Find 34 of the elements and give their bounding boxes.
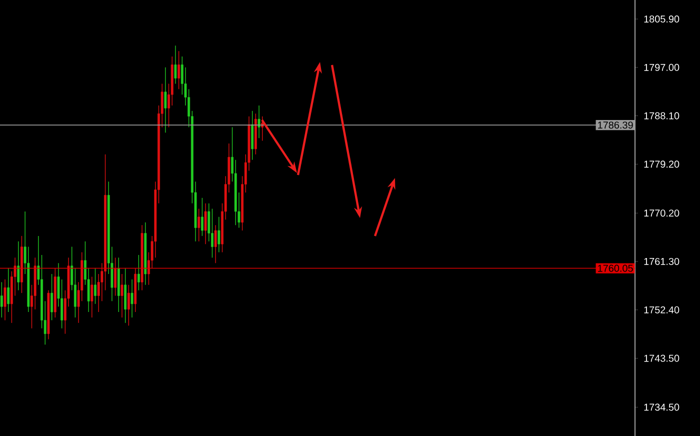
candlestick bbox=[74, 268, 76, 318]
candlestick bbox=[94, 268, 96, 304]
candlestick bbox=[204, 202, 207, 244]
candlestick bbox=[174, 45, 177, 84]
candlestick bbox=[4, 279, 6, 321]
candlestick bbox=[218, 216, 220, 253]
candlestick bbox=[200, 198, 204, 236]
candlestick bbox=[198, 208, 200, 242]
y-tick-label: 1734.50 bbox=[644, 404, 680, 411]
candlestick bbox=[50, 274, 54, 321]
candlestick bbox=[120, 274, 124, 318]
candlestick bbox=[214, 224, 217, 264]
candlestick bbox=[211, 208, 214, 258]
y-tick-label: 1761.30 bbox=[644, 258, 680, 266]
candlestick bbox=[0, 282, 3, 318]
candlestick bbox=[258, 105, 260, 138]
candlestick bbox=[178, 50, 180, 90]
candlestick bbox=[114, 257, 117, 296]
ref-line-label: 1760.05 bbox=[598, 264, 633, 272]
candlestick bbox=[130, 279, 134, 318]
ref-line-label: 1786.39 bbox=[598, 122, 633, 129]
candlestick bbox=[17, 241, 20, 291]
candlestick bbox=[164, 67, 167, 133]
y-tick-label: 1743.50 bbox=[644, 354, 680, 362]
y-tick-label: 1797.00 bbox=[644, 64, 680, 71]
candlestick bbox=[127, 284, 130, 326]
y-tick-label: 1779.20 bbox=[644, 160, 680, 168]
y-tick-label: 1805.90 bbox=[644, 16, 680, 23]
y-tick-label: 1788.10 bbox=[644, 112, 680, 120]
y-tick-label: 1770.20 bbox=[644, 210, 680, 217]
candlestick bbox=[137, 254, 140, 291]
y-tick-label: 1752.40 bbox=[644, 306, 680, 314]
candlestick bbox=[7, 268, 10, 312]
candlestick bbox=[90, 276, 94, 318]
